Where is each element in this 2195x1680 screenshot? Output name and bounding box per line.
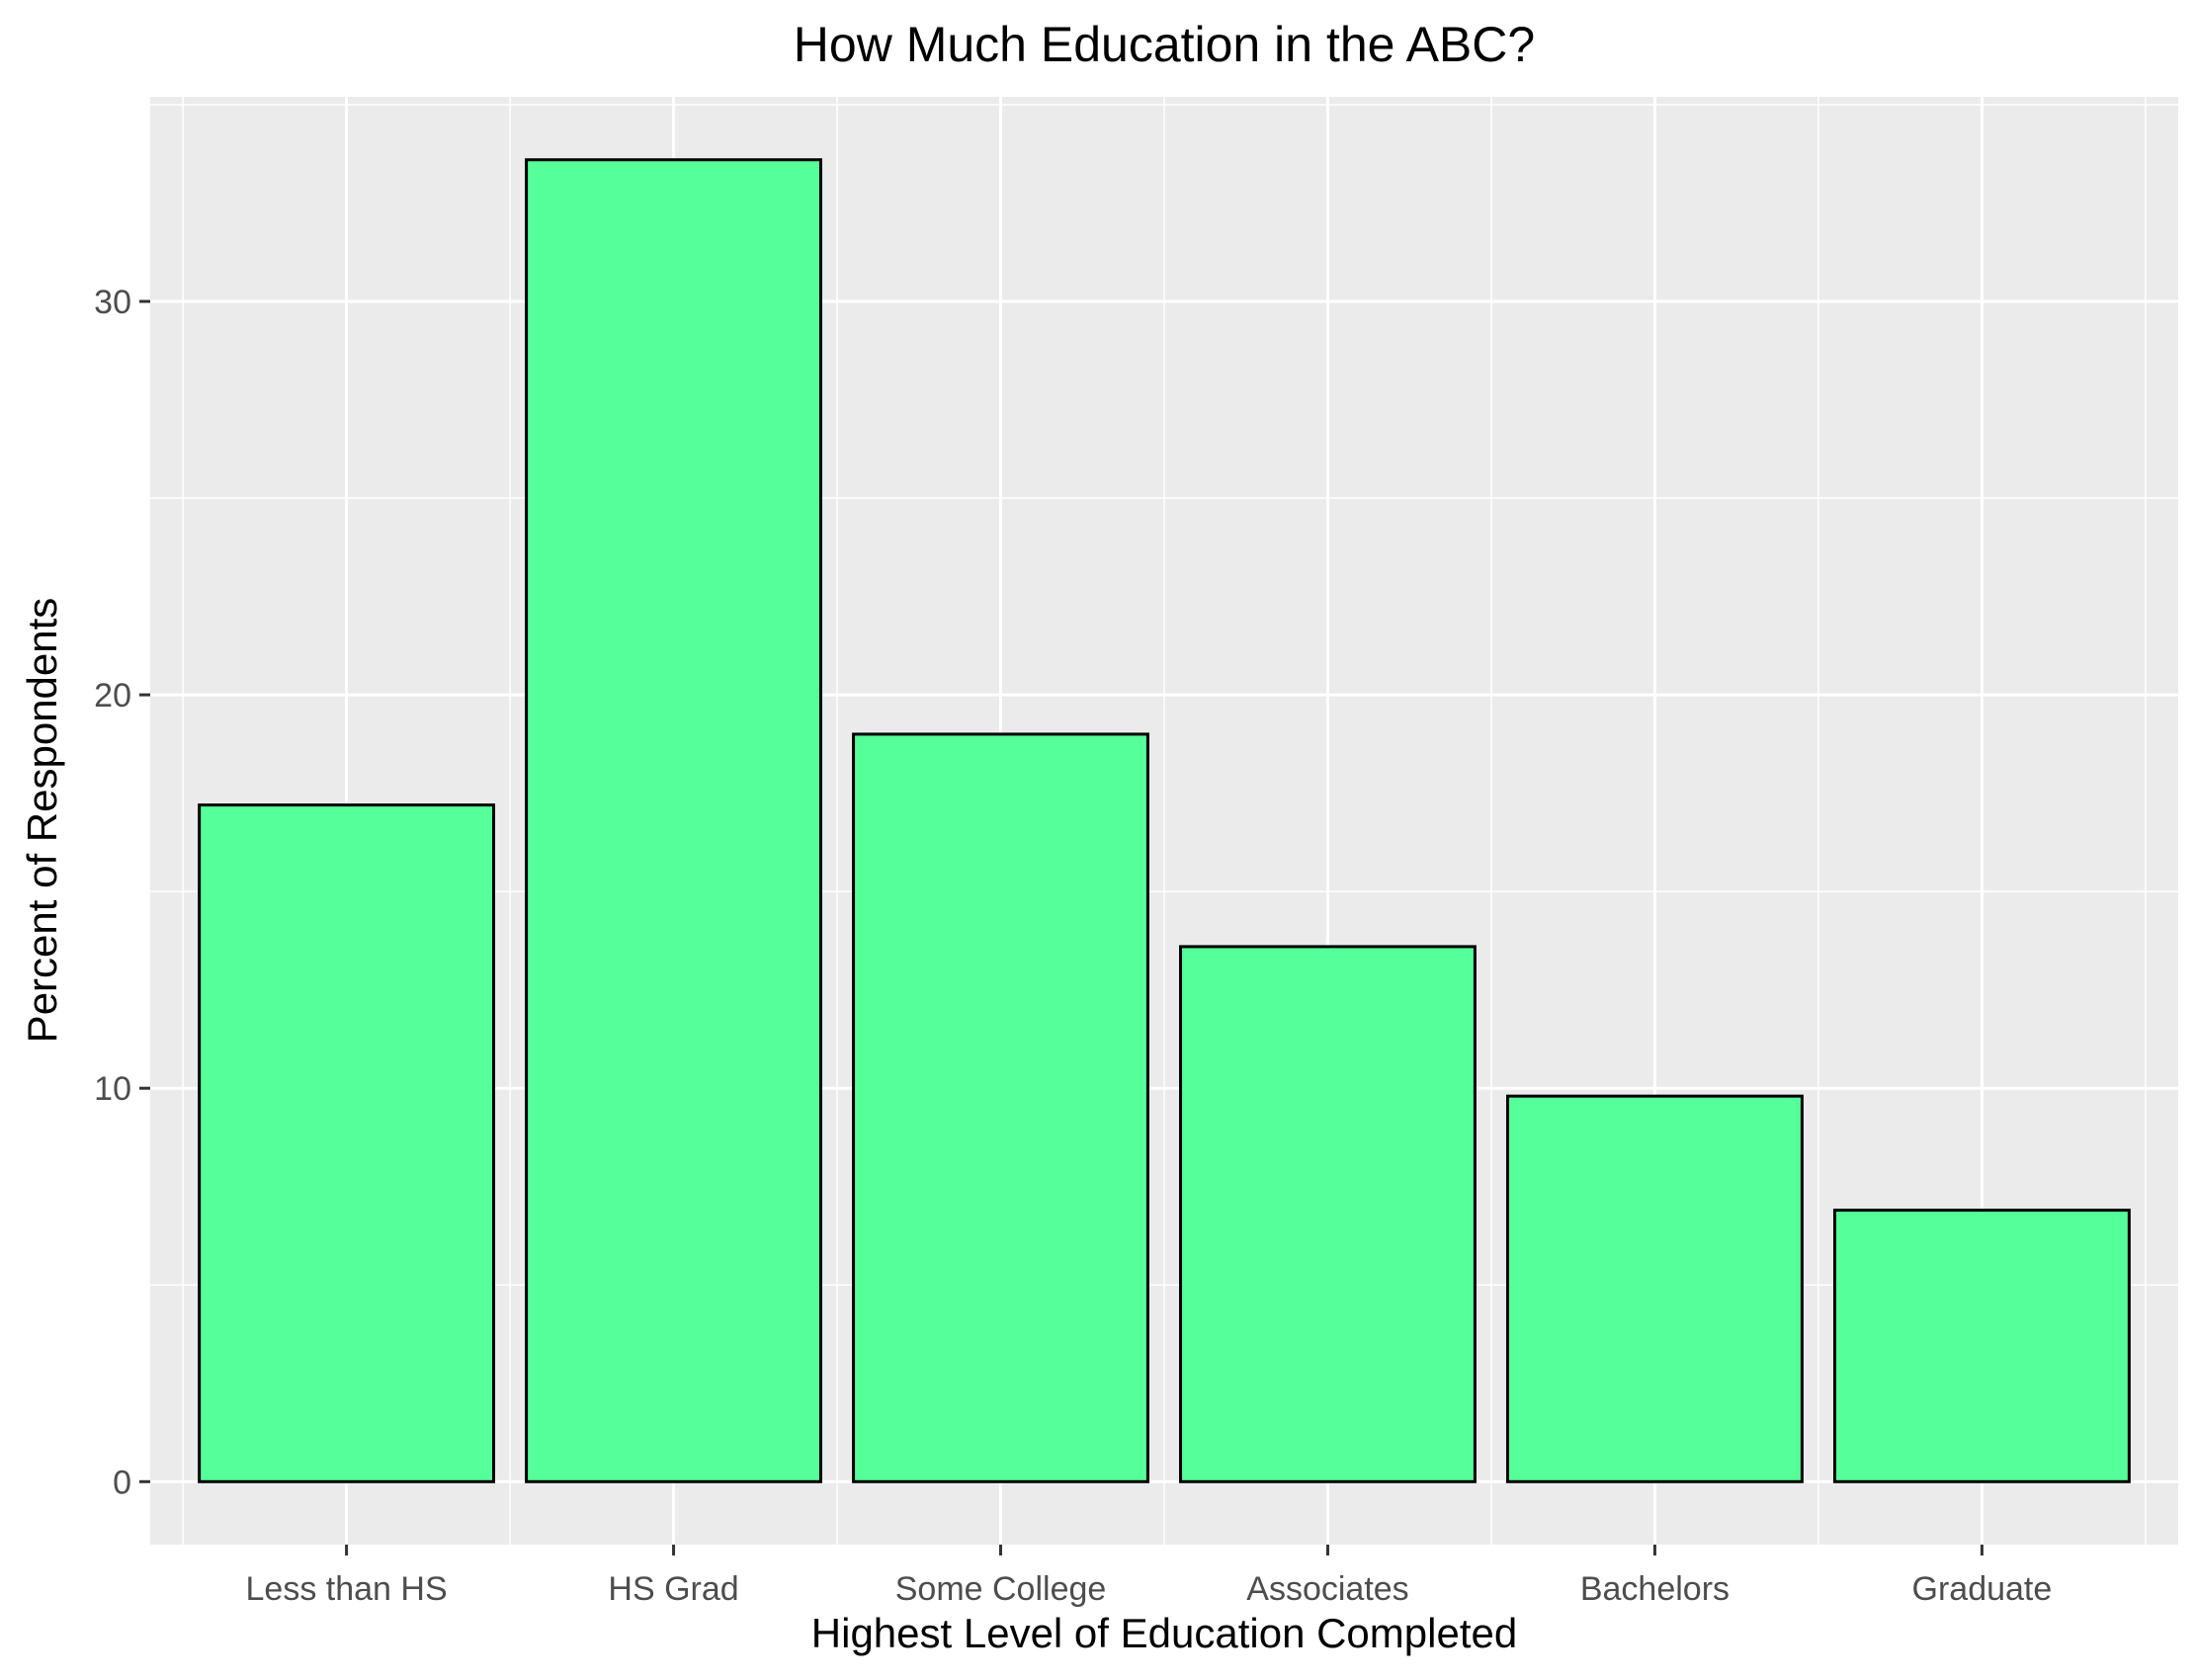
x-axis-title: Highest Level of Education Completed [811,1610,1517,1656]
y-tick-label: 10 [94,1070,131,1108]
bar-some-college [852,732,1149,1483]
chart-title: How Much Education in the ABC? [794,17,1535,72]
y-tick-label: 0 [113,1464,131,1501]
y-tick-label: 30 [94,284,131,321]
x-tick-label: Graduate [1912,1570,2053,1608]
bars [198,158,2131,1483]
x-axis-ticks: Less than HS HS Grad Some College Associate… [246,1545,2053,1608]
bar-associates [1179,945,1477,1483]
x-tick-label: HS Grad [608,1570,738,1608]
x-tick-label: Some College [895,1570,1107,1608]
y-tick-label: 20 [94,677,131,714]
bar-less-than-hs [198,803,496,1483]
bar-hs-grad [525,158,822,1483]
y-axis-ticks: 0 10 20 30 [94,284,150,1501]
x-tick-label: Associates [1246,1570,1408,1608]
bar-graduate [1832,1209,2131,1483]
x-tick-label: Bachelors [1580,1570,1730,1608]
bar-bachelors [1506,1094,1804,1483]
y-axis-title: Percent of Respondents [19,598,65,1044]
x-tick-label: Less than HS [246,1570,448,1608]
minor-gridlines [150,97,2178,1545]
